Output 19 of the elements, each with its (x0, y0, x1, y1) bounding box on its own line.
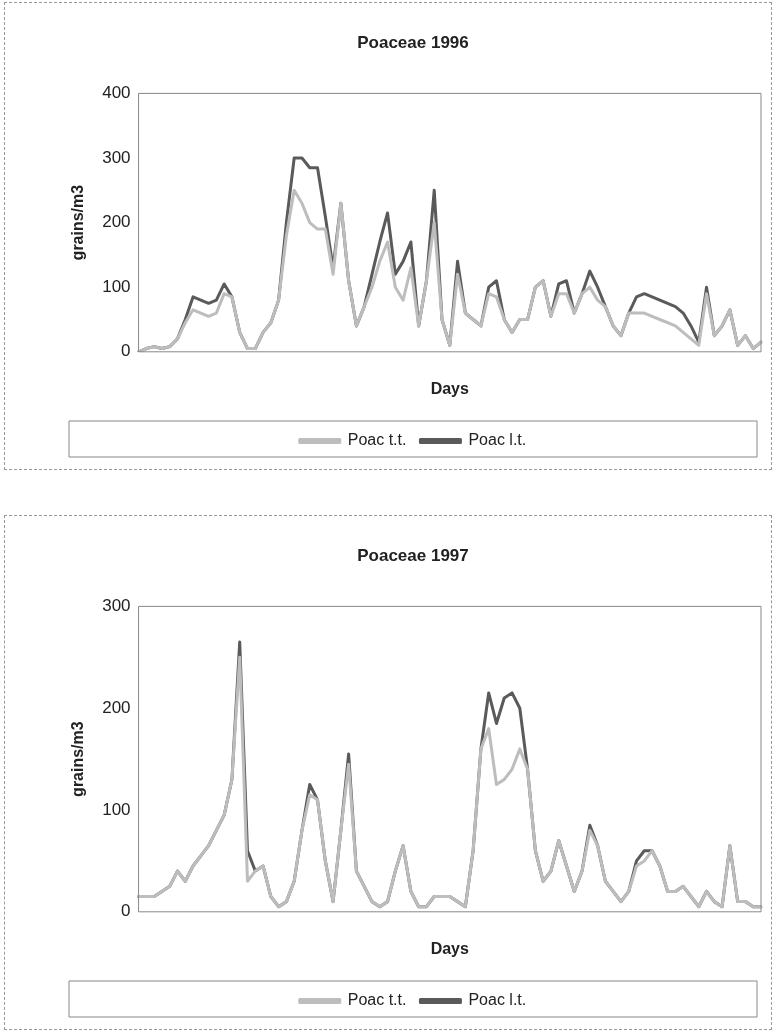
y-axis-title: grains/m3 (69, 184, 87, 261)
y-tick-label: 200 (102, 697, 131, 717)
y-tick-label: 0 (121, 901, 131, 921)
y-tick-label: 0 (121, 341, 131, 361)
x-axis-title: Days (430, 939, 470, 957)
y-tick-label: 100 (102, 799, 131, 819)
y-tick-label: 400 (102, 83, 131, 103)
x-axis-title: Days (430, 379, 470, 397)
y-tick-label: 200 (102, 212, 131, 232)
y-tick-label: 300 (102, 596, 131, 616)
y-tick-label: 300 (102, 147, 131, 167)
chart-title: Poaceae 1996 (357, 32, 469, 52)
legend-label: Poac l.t. (468, 431, 527, 449)
chart-title: Poaceae 1997 (357, 545, 469, 565)
y-tick-label: 100 (102, 276, 131, 296)
legend-label: Poac t.t. (347, 431, 407, 449)
y-axis-title: grains/m3 (69, 721, 87, 797)
legend-label: Poac l.t. (468, 991, 527, 1009)
legend-label: Poac t.t. (347, 991, 407, 1009)
